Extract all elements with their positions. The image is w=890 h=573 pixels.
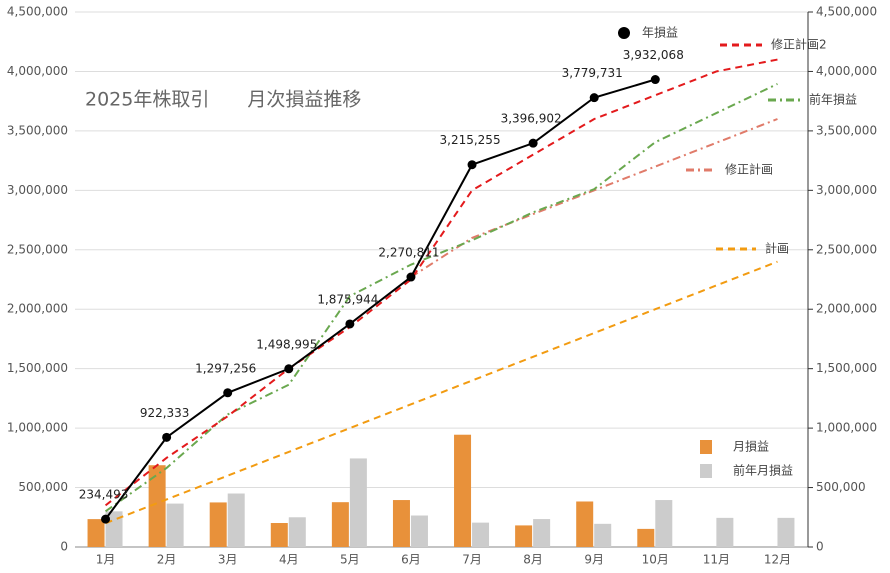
- y-tick-label: 0: [60, 540, 68, 554]
- point: [101, 514, 111, 524]
- legend-label: 計画: [765, 241, 789, 256]
- legend-label: 修正計画2: [771, 37, 827, 52]
- x-tick-label: 9月: [584, 553, 604, 567]
- x-tick-label: 8月: [523, 553, 543, 567]
- legend-swatch: [700, 440, 712, 454]
- bar: [392, 500, 410, 547]
- bar: [655, 500, 673, 547]
- line-series: [104, 58, 778, 507]
- point: [162, 432, 172, 442]
- point: [406, 272, 416, 282]
- y-tick-label: 500,000: [18, 480, 68, 494]
- y-tick-label: 3,000,000: [7, 183, 68, 197]
- y2-tick-label: 1,500,000: [816, 361, 877, 375]
- point: [467, 160, 477, 170]
- point: [223, 388, 233, 398]
- x-tick-label: 2月: [157, 553, 177, 567]
- legend-label: 年損益: [642, 25, 678, 40]
- bar: [637, 528, 655, 547]
- y2-tick-label: 0: [816, 540, 824, 554]
- y2-tick-label: 3,000,000: [816, 183, 877, 197]
- bar: [594, 523, 612, 547]
- bar: [148, 465, 166, 547]
- bar: [288, 517, 306, 547]
- x-tick-label: 3月: [218, 553, 238, 567]
- y2-tick-label: 1,000,000: [816, 421, 877, 435]
- bar: [166, 503, 184, 547]
- bar: [576, 501, 594, 547]
- bar: [270, 523, 288, 547]
- bar: [209, 502, 227, 547]
- y2-tick-label: 2,000,000: [816, 302, 877, 316]
- point: [528, 138, 538, 148]
- point: [284, 364, 294, 374]
- y-tick-label: 4,500,000: [7, 5, 68, 19]
- bar: [777, 517, 795, 547]
- line-series: [104, 83, 778, 513]
- data-label: 234,493: [79, 488, 129, 502]
- y-tick-label: 2,000,000: [7, 302, 68, 316]
- line-series: [104, 78, 656, 520]
- y-tick-label: 4,000,000: [7, 64, 68, 78]
- x-tick-label: 11月: [703, 553, 730, 567]
- legend-label: 前年月損益: [733, 463, 793, 478]
- line-series: [410, 118, 778, 278]
- x-tick-label: 4月: [279, 553, 299, 567]
- data-label: 1,875,944: [317, 292, 378, 306]
- bar: [87, 519, 105, 547]
- bar: [515, 525, 533, 547]
- data-label: 3,932,068: [623, 48, 684, 62]
- y2-tick-label: 500,000: [816, 480, 866, 494]
- line-series: [105, 260, 778, 525]
- bar: [227, 493, 245, 547]
- point: [589, 93, 599, 103]
- x-tick-label: 6月: [401, 553, 421, 567]
- bar: [331, 502, 349, 547]
- point: [345, 319, 355, 329]
- bar: [410, 515, 428, 547]
- x-tick-label: 1月: [96, 553, 116, 567]
- x-tick-label: 12月: [764, 553, 791, 567]
- chart-title: 2025年株取引 月次損益推移: [85, 89, 361, 111]
- bar: [716, 517, 734, 547]
- legend-label: 前年損益: [809, 92, 857, 107]
- y2-tick-label: 4,500,000: [816, 5, 877, 19]
- legend-swatch: [618, 27, 630, 39]
- bar: [454, 434, 472, 547]
- legend-label: 月損益: [733, 439, 769, 454]
- data-label: 1,297,256: [195, 361, 256, 375]
- y-tick-label: 1,000,000: [7, 421, 68, 435]
- legend-swatch: [700, 464, 712, 478]
- data-label: 3,779,731: [562, 66, 623, 80]
- x-tick-label: 5月: [340, 553, 360, 567]
- data-label: 3,396,902: [501, 112, 562, 126]
- data-label: 922,333: [140, 406, 190, 420]
- data-label: 3,215,255: [440, 133, 501, 147]
- y2-tick-label: 4,000,000: [816, 64, 877, 78]
- legend-label: 修正計画: [725, 162, 773, 177]
- x-tick-label: 7月: [462, 553, 482, 567]
- point: [650, 75, 660, 85]
- bar: [533, 519, 551, 547]
- y2-tick-label: 2,500,000: [816, 242, 877, 256]
- y-tick-label: 3,500,000: [7, 123, 68, 137]
- y-tick-label: 2,500,000: [7, 242, 68, 256]
- data-label: 1,498,995: [256, 337, 317, 351]
- y2-tick-label: 3,500,000: [816, 123, 877, 137]
- y-tick-label: 1,500,000: [7, 361, 68, 375]
- bar: [472, 522, 490, 547]
- x-tick-label: 10月: [642, 553, 669, 567]
- data-label: 2,270,811: [378, 246, 439, 260]
- bar: [349, 458, 367, 547]
